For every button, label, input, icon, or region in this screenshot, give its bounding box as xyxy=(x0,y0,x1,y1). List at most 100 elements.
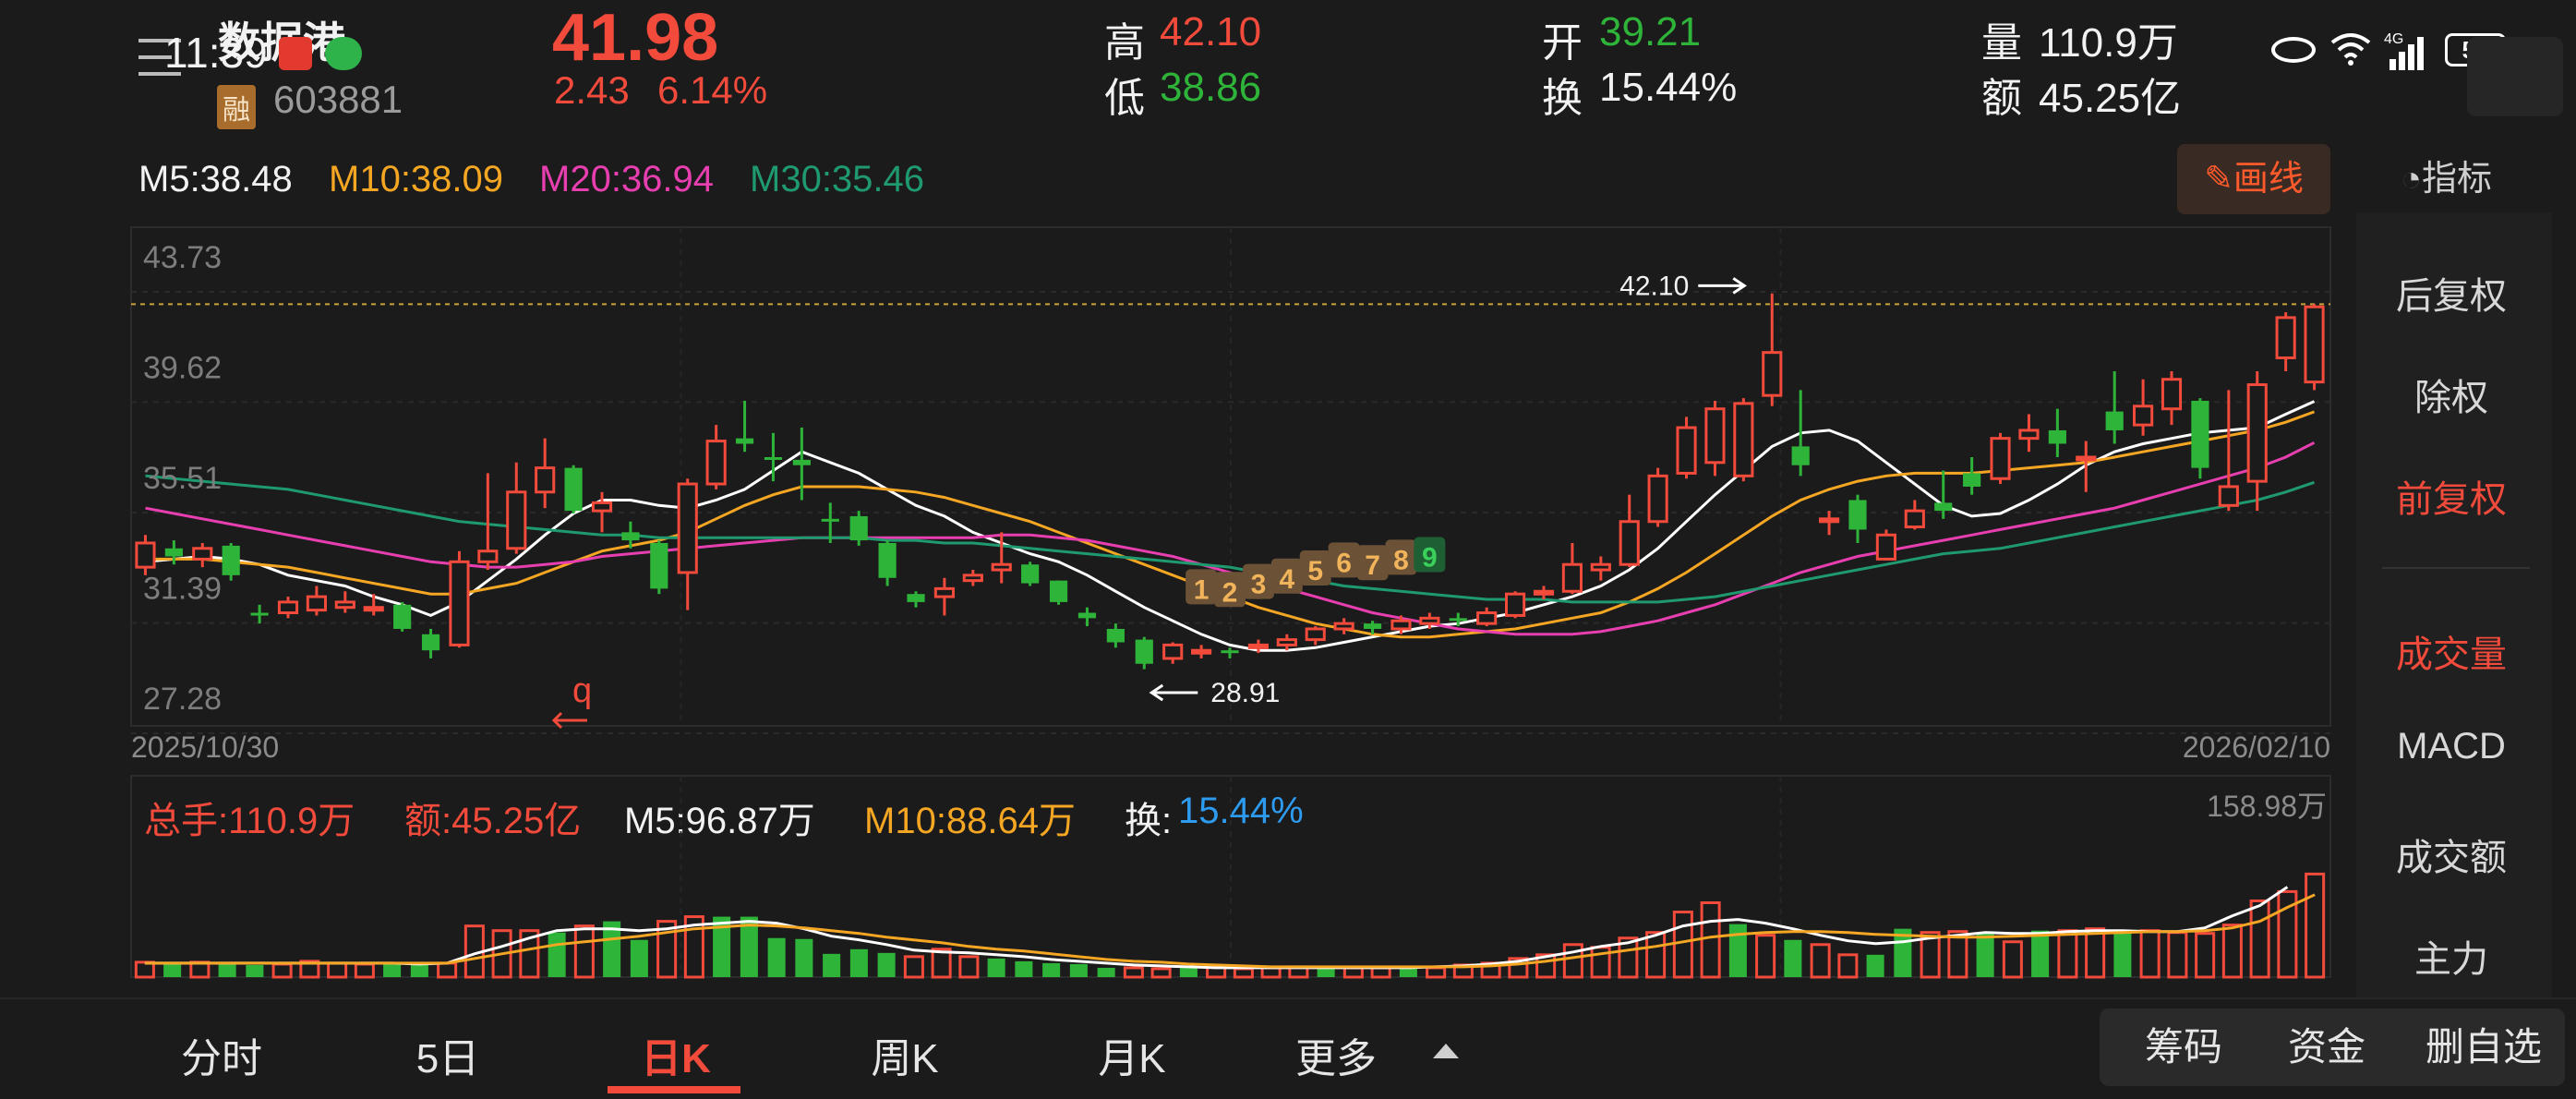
indicator-label: 指标 xyxy=(2421,160,2492,199)
candle-body xyxy=(677,482,698,574)
candle xyxy=(1819,511,1840,536)
candle-body xyxy=(2275,316,2296,359)
volume-bar xyxy=(1342,966,1364,979)
td-sequence-marker: 5 xyxy=(1299,550,1331,586)
candle xyxy=(1106,623,1125,648)
low-value: 38.86 xyxy=(1160,65,1262,110)
tab-monthly-k[interactable]: 月K xyxy=(1098,1036,1166,1081)
indicator-button[interactable]: ◔指标 xyxy=(2401,150,2492,200)
candle-body xyxy=(1819,517,1840,524)
amount-label: 额 xyxy=(1981,76,2022,121)
td-sequence-badge xyxy=(1270,558,1303,594)
side-menu-ex-rights[interactable]: 除权 xyxy=(2414,378,2488,418)
pencil-icon: ✎ xyxy=(2204,160,2233,199)
candle xyxy=(1191,645,1212,658)
candle-body xyxy=(1077,612,1097,619)
volume-bar xyxy=(1866,954,1884,977)
network-type: 4G xyxy=(2384,31,2404,47)
td-sequence-marker: 9 xyxy=(1414,537,1446,574)
candle xyxy=(1333,618,1354,634)
menu-icon[interactable] xyxy=(138,39,185,76)
tab-weekly-k[interactable]: 周K xyxy=(871,1036,939,1081)
volume-bar xyxy=(491,929,512,979)
candle xyxy=(2076,441,2097,492)
candle xyxy=(991,532,1012,584)
candle-body xyxy=(1162,643,1184,660)
candle-body xyxy=(2018,429,2040,441)
side-menu-forward-adjust[interactable]: 前复权 xyxy=(2396,479,2507,520)
side-menu-backward-adjust[interactable]: 后复权 xyxy=(2396,276,2507,317)
volume-ma10-line xyxy=(144,893,2316,969)
td-sequence-badge xyxy=(1186,569,1218,605)
side-menu-main-force[interactable]: 主力 xyxy=(2414,939,2488,980)
draw-line-button[interactable]: ✎画线 xyxy=(2177,144,2330,214)
candle-body xyxy=(705,440,727,486)
candle-body xyxy=(1791,446,1810,465)
volume-bar xyxy=(795,938,813,977)
candle-body xyxy=(907,594,925,602)
td-sequence-badge xyxy=(1242,563,1274,599)
candle xyxy=(2304,304,2325,391)
candle-body xyxy=(1390,619,1412,631)
candle-body xyxy=(393,604,412,629)
volume-bar xyxy=(327,961,348,979)
volume-bar xyxy=(2002,940,2023,979)
tab-intraday[interactable]: 分时 xyxy=(181,1036,262,1081)
td-sequence-number: 5 xyxy=(1307,556,1323,586)
side-menu-divider xyxy=(2382,567,2530,569)
volume-bar xyxy=(1562,943,1583,979)
chips-label: 筹码 xyxy=(2144,1025,2222,1069)
ma-line-m5 xyxy=(145,400,2316,652)
signal-4g-icon: 4G xyxy=(2384,31,2432,70)
side-menu-volume[interactable]: 成交量 xyxy=(2396,634,2507,675)
volume-bar xyxy=(1976,932,1994,977)
high-marker-label: 42.10 xyxy=(1619,271,1689,301)
volume-bar xyxy=(1755,934,1776,979)
remove-watchlist-button[interactable]: 删自选 xyxy=(2402,1008,2565,1086)
td-sequence-marker: 4 xyxy=(1270,558,1303,595)
tab-5day[interactable]: 5日 xyxy=(415,1036,480,1081)
volume-bar xyxy=(1894,928,1912,977)
triangle-up-icon[interactable] xyxy=(1433,1044,1459,1058)
candle xyxy=(363,594,384,616)
candle xyxy=(1934,470,1953,519)
chips-button[interactable]: 筹码 资金 xyxy=(2100,1008,2421,1086)
volume-bar xyxy=(437,961,458,979)
volume-bar xyxy=(463,924,485,979)
price-change: 2.43 xyxy=(554,68,630,112)
volume-bar xyxy=(1535,953,1557,979)
volume-bar xyxy=(246,964,264,977)
candle xyxy=(250,604,269,624)
candle xyxy=(1676,417,1697,479)
candle-body xyxy=(621,532,640,541)
volume-label: 量 xyxy=(1981,20,2022,66)
status-time: 11:39 xyxy=(164,29,268,77)
amount-value: 45.25亿 xyxy=(2039,76,2182,121)
volume-bar xyxy=(299,960,320,979)
candle xyxy=(2191,398,2209,479)
side-menu-macd[interactable]: MACD xyxy=(2397,726,2506,767)
candle xyxy=(1791,390,1810,477)
candle-body xyxy=(1247,643,1269,649)
vol-total-legend: 总手:110.9万 xyxy=(144,801,355,841)
candle xyxy=(1848,494,1867,543)
tab-more[interactable]: 更多 xyxy=(1295,1036,1377,1081)
candle xyxy=(849,511,868,546)
td-sequence-number: 2 xyxy=(1222,577,1238,608)
td-sequence-marker: 8 xyxy=(1385,539,1417,575)
candle xyxy=(192,542,213,568)
ma-line-m10 xyxy=(145,410,2316,639)
volume-bar xyxy=(877,952,896,977)
price-panel-frame xyxy=(130,226,2331,727)
tab-daily-k[interactable]: 日K xyxy=(641,1036,711,1081)
candle xyxy=(393,601,412,632)
candle-body xyxy=(477,550,499,563)
candle xyxy=(907,591,925,608)
td-sequence-badge xyxy=(1214,572,1246,608)
candle-body xyxy=(222,545,240,575)
side-menu-turnover-amount[interactable]: 成交额 xyxy=(2396,838,2507,878)
candle xyxy=(334,591,355,613)
volume-bar xyxy=(958,955,980,979)
window-button[interactable] xyxy=(2467,37,2563,116)
ma30-legend: M30:35.46 xyxy=(750,159,925,199)
